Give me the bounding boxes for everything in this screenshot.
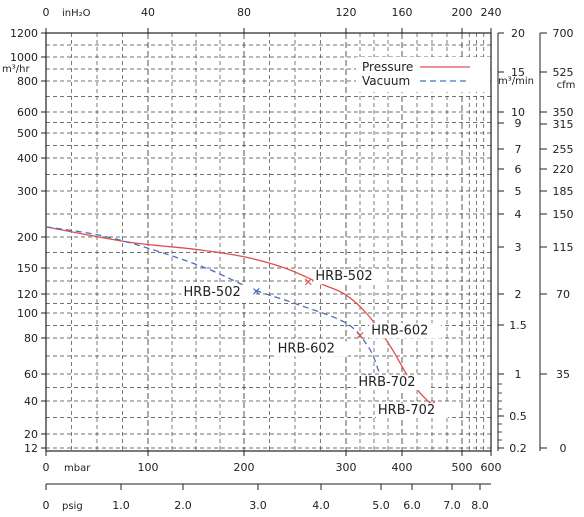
mid-tick-label: 10 xyxy=(511,106,525,119)
x-bottom-tick-label: 600 xyxy=(481,461,502,474)
annotation-label: HRB-702 xyxy=(358,375,415,390)
x-top-tick-label: 40 xyxy=(141,6,155,19)
x-bottom-tick-label: 0 xyxy=(43,461,50,474)
x-top-tick-label: 240 xyxy=(481,6,502,19)
x-bottom-tick-label: 300 xyxy=(336,461,357,474)
x-bottom-tick-label: 400 xyxy=(392,461,413,474)
mid-tick-label: 3 xyxy=(515,241,522,254)
mid-tick-label: 6 xyxy=(515,163,522,176)
x-top-tick-label: 80 xyxy=(237,6,251,19)
right-tick-label: 315 xyxy=(553,118,574,131)
y-left-tick-label: 1000 xyxy=(10,51,38,64)
grid xyxy=(46,33,491,451)
x-bottom-tick-label: 100 xyxy=(138,461,159,474)
mid-tick-label: 9 xyxy=(515,117,522,130)
x-top-tick-label: 0 xyxy=(43,6,50,19)
psig-tick-label: 4.0 xyxy=(312,499,330,512)
x-bottom-tick-label: 200 xyxy=(234,461,255,474)
mid-tick-label: 20 xyxy=(511,27,525,40)
legend-bg xyxy=(356,57,490,92)
plot-frame xyxy=(45,32,492,452)
y-left-tick-label: 12 xyxy=(24,442,38,455)
y-left-tick-label: 300 xyxy=(17,185,38,198)
curve-marker xyxy=(356,332,364,339)
right-unit: cfm xyxy=(557,80,576,91)
labels: HRB-502 HRB-502 HRB-602 HRB-602 HRB-702 HRB-7… xyxy=(181,57,490,419)
psig-tick-label: 7.0 xyxy=(443,499,461,512)
y-left-tick-label: 20 xyxy=(24,428,38,441)
x-bottom-unit: mbar xyxy=(64,463,91,474)
x-top-tick-label: 160 xyxy=(392,6,413,19)
annotation-bg xyxy=(181,284,254,300)
mid-tick-label: 15 xyxy=(511,66,525,79)
y-left-tick-label: 600 xyxy=(17,106,38,119)
legend-label: Pressure xyxy=(362,60,413,74)
right-tick-label: 525 xyxy=(553,66,574,79)
y-left-tick-label: 40 xyxy=(24,395,38,408)
right-tick-label: 150 xyxy=(553,208,574,221)
curve-marker xyxy=(304,278,312,286)
right-tick-label: 0 xyxy=(560,442,567,455)
y-left-unit: m³/hr xyxy=(2,64,30,75)
right-tick-label: 700 xyxy=(553,27,574,40)
right-tick-label: 255 xyxy=(553,143,574,156)
y-left-tick-label: 150 xyxy=(17,262,38,275)
marker-stroke xyxy=(356,332,364,339)
annotation-bg xyxy=(375,403,448,419)
x-top-tick-label: 200 xyxy=(452,6,473,19)
right-tick-label: 350 xyxy=(553,106,574,119)
x-top-tick-label: 120 xyxy=(336,6,357,19)
y-left-tick-label: 400 xyxy=(17,152,38,165)
marker-stroke xyxy=(252,287,260,295)
mid-tick-label: 0.5 xyxy=(509,410,527,423)
annotation-label: HRB-602 xyxy=(371,323,428,338)
mid-tick-label: 2 xyxy=(515,288,522,301)
psig-tick-label: 2.0 xyxy=(174,499,192,512)
right-tick-label: 185 xyxy=(553,185,574,198)
right-tick-label: 115 xyxy=(553,241,574,254)
psig-tick-label: 1.0 xyxy=(112,499,130,512)
mid-unit: m³/min xyxy=(498,76,534,87)
annotation-bg xyxy=(369,323,442,339)
psig-tick-label: 8.0 xyxy=(471,499,489,512)
curve-marker xyxy=(252,287,260,295)
y-left-tick-label: 80 xyxy=(24,332,38,345)
annotation-bg xyxy=(275,341,348,357)
psig-tick-label: 5.0 xyxy=(372,499,390,512)
right-tick-label: 220 xyxy=(553,163,574,176)
annotation-label: HRB-702 xyxy=(378,403,435,418)
mid-tick-label: 4 xyxy=(515,208,522,221)
mid-tick-label: 0.2 xyxy=(509,442,527,455)
y-left-tick-label: 200 xyxy=(17,231,38,244)
x-bottom-tick-label: 500 xyxy=(452,461,473,474)
mid-tick-label: 1.5 xyxy=(509,319,527,332)
psig-unit: psig xyxy=(62,501,83,512)
y-left-tick-label: 100 xyxy=(17,307,38,320)
mid-tick-label: 1 xyxy=(515,368,522,381)
right-tick-label: 35 xyxy=(556,368,570,381)
psig-tick-label: 0 xyxy=(43,499,50,512)
annotation-bg xyxy=(356,375,429,391)
psig-tick-label: 6.0 xyxy=(403,499,421,512)
y-left-tick-label: 1200 xyxy=(10,27,38,40)
annotation-label: HRB-602 xyxy=(278,341,335,356)
legend-label: Vacuum xyxy=(362,74,410,88)
mid-tick-label: 5 xyxy=(515,185,522,198)
y-left-tick-label: 60 xyxy=(24,368,38,381)
x-top-unit: inH₂O xyxy=(62,8,91,19)
y-left-tick-label: 800 xyxy=(17,75,38,88)
annotation-label: HRB-502 xyxy=(315,269,372,284)
psig-tick-label: 3.0 xyxy=(249,499,267,512)
annotation-bg xyxy=(313,269,386,285)
annotation-label: HRB-502 xyxy=(184,285,241,300)
mid-tick-label: 7 xyxy=(515,143,522,156)
y-left-tick-label: 500 xyxy=(17,127,38,140)
series-line-vacuum xyxy=(45,226,382,377)
marker-stroke xyxy=(304,278,312,286)
y-left-tick-label: 120 xyxy=(17,288,38,301)
axes: 1200100080060050040030020015012010080604… xyxy=(2,6,575,512)
right-tick-label: 70 xyxy=(556,288,570,301)
